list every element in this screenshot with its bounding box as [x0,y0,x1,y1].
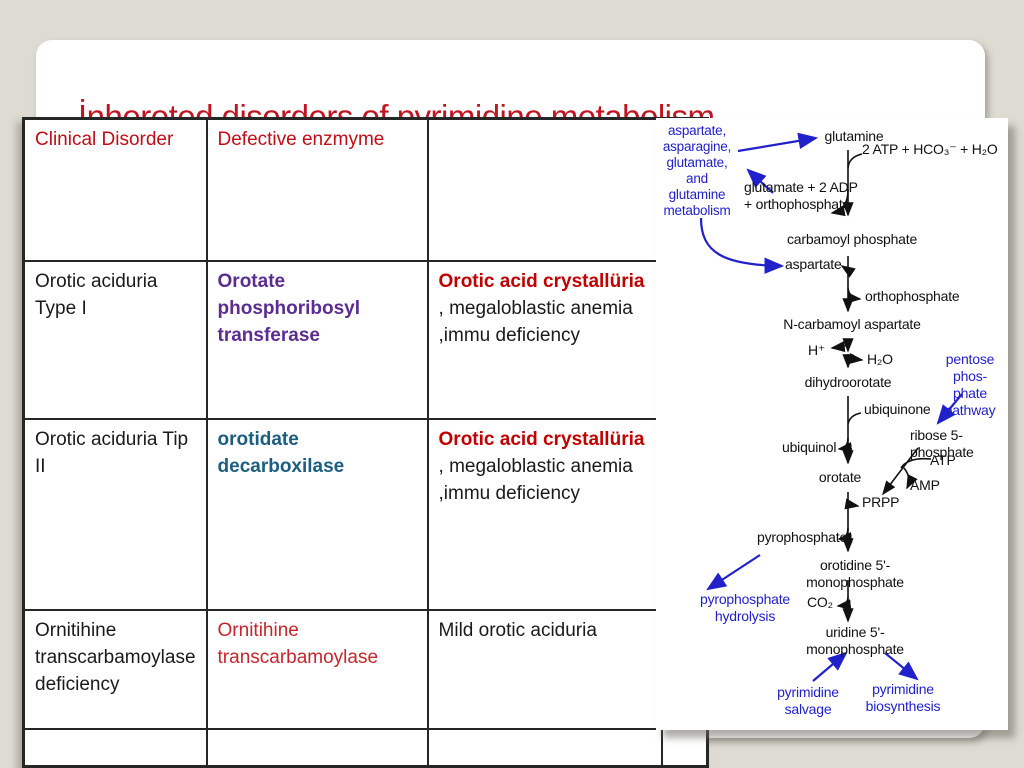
blue-pathway-arrows [699,132,963,682]
node-orotate: orotate [818,469,862,485]
node-n-carbamoyl-aspartate: N-carbamoyl aspartate [783,316,921,332]
cofactor-orthophosphate: orthophosphate [865,288,960,304]
pathway-pyrimidine-biosynthesis: pyrimidine biosynthesis [865,681,941,714]
cell-disorder: Ornitihine transcarbamoylase deficiency [22,608,208,730]
table-row: Orotic aciduria Tip II orotidate decarbo… [22,417,709,611]
cofactor-prpp: PRPP [862,494,900,510]
cell-disorder: Orotic aciduria Type I [22,259,208,420]
table-header-row: Clinical Disorder Defective enzmyme [22,117,709,262]
node-glutamine: glutamine [824,128,884,144]
pathway-pyrimidine-salvage: pyrimidine salvage [777,684,839,717]
cofactor-amp: AMP [910,477,940,493]
cofactor-atp-in: 2 ATP + HCO₃⁻ + H₂O [862,141,998,157]
cofactor-ribose-5-phosphate: ribose 5-phosphate [910,427,974,460]
cofactor-aspartate: aspartate [785,256,842,272]
cell-finding: Orotic acid crystallüria , megaloblastic… [426,259,663,420]
disorders-table: Clinical Disorder Defective enzmyme Orot… [22,117,710,768]
cofactor-h-plus: H⁺ [808,342,826,358]
node-dihydroorotate: dihydroorotate [804,374,892,390]
node-carbamoyl-phosphate: carbamoyl phosphate [786,231,918,247]
cofactor-glutamate-out: glutamate + 2 ADP + orthophosphate [744,179,858,212]
cell-enzyme: Ornitihine transcarbamoylase [205,608,429,730]
pathway-pyrophosphate-hydrolysis: pyrophosphate hydrolysis [699,591,791,624]
cell-finding [426,727,663,768]
table-row [22,727,709,768]
node-orotidine-5-monophosphate: orotidine 5'-monophosphate [806,557,904,590]
cofactor-ubiquinol: ubiquinol [782,439,837,455]
cofactor-co2: CO₂ [807,594,833,610]
cofactor-pyrophosphate: pyrophosphate [757,529,848,545]
table-row: Orotic aciduria Type I Orotate phosphori… [22,259,709,420]
node-uridine-5-monophosphate: uridine 5'-monophosphate [806,624,904,657]
cell-disorder [22,727,208,768]
cell-finding: Orotic acid crystallüria , megaloblastic… [426,417,663,611]
cell-enzyme: orotidate decarboxilase [205,417,429,611]
pyrimidine-pathway-diagram: aspartate, asparagine, glutamate, and gl… [656,118,1008,730]
header-findings [426,117,663,262]
table-row: Ornitihine transcarbamoylase deficiency … [22,608,709,730]
header-defective-enzyme: Defective enzmyme [205,117,429,262]
cofactor-atp: ATP [930,452,956,468]
cell-disorder: Orotic aciduria Tip II [22,417,208,611]
cofactor-ubiquinone: ubiquinone [864,401,931,417]
pathway-pentose-phosphate: pentose phos- phate pathway [944,351,996,418]
black-reaction-arrows [830,150,932,623]
cell-finding: Mild orotic aciduria [426,608,663,730]
pathway-arrows [699,132,963,682]
cell-extra [660,727,709,768]
cell-enzyme [205,727,429,768]
cell-enzyme: Orotate phosphoribosyl transferase [205,259,429,420]
header-clinical-disorder: Clinical Disorder [22,117,208,262]
metabolism-block-label: aspartate, asparagine, glutamate, and gl… [662,123,732,218]
cofactor-h2o: H₂O [867,351,893,367]
